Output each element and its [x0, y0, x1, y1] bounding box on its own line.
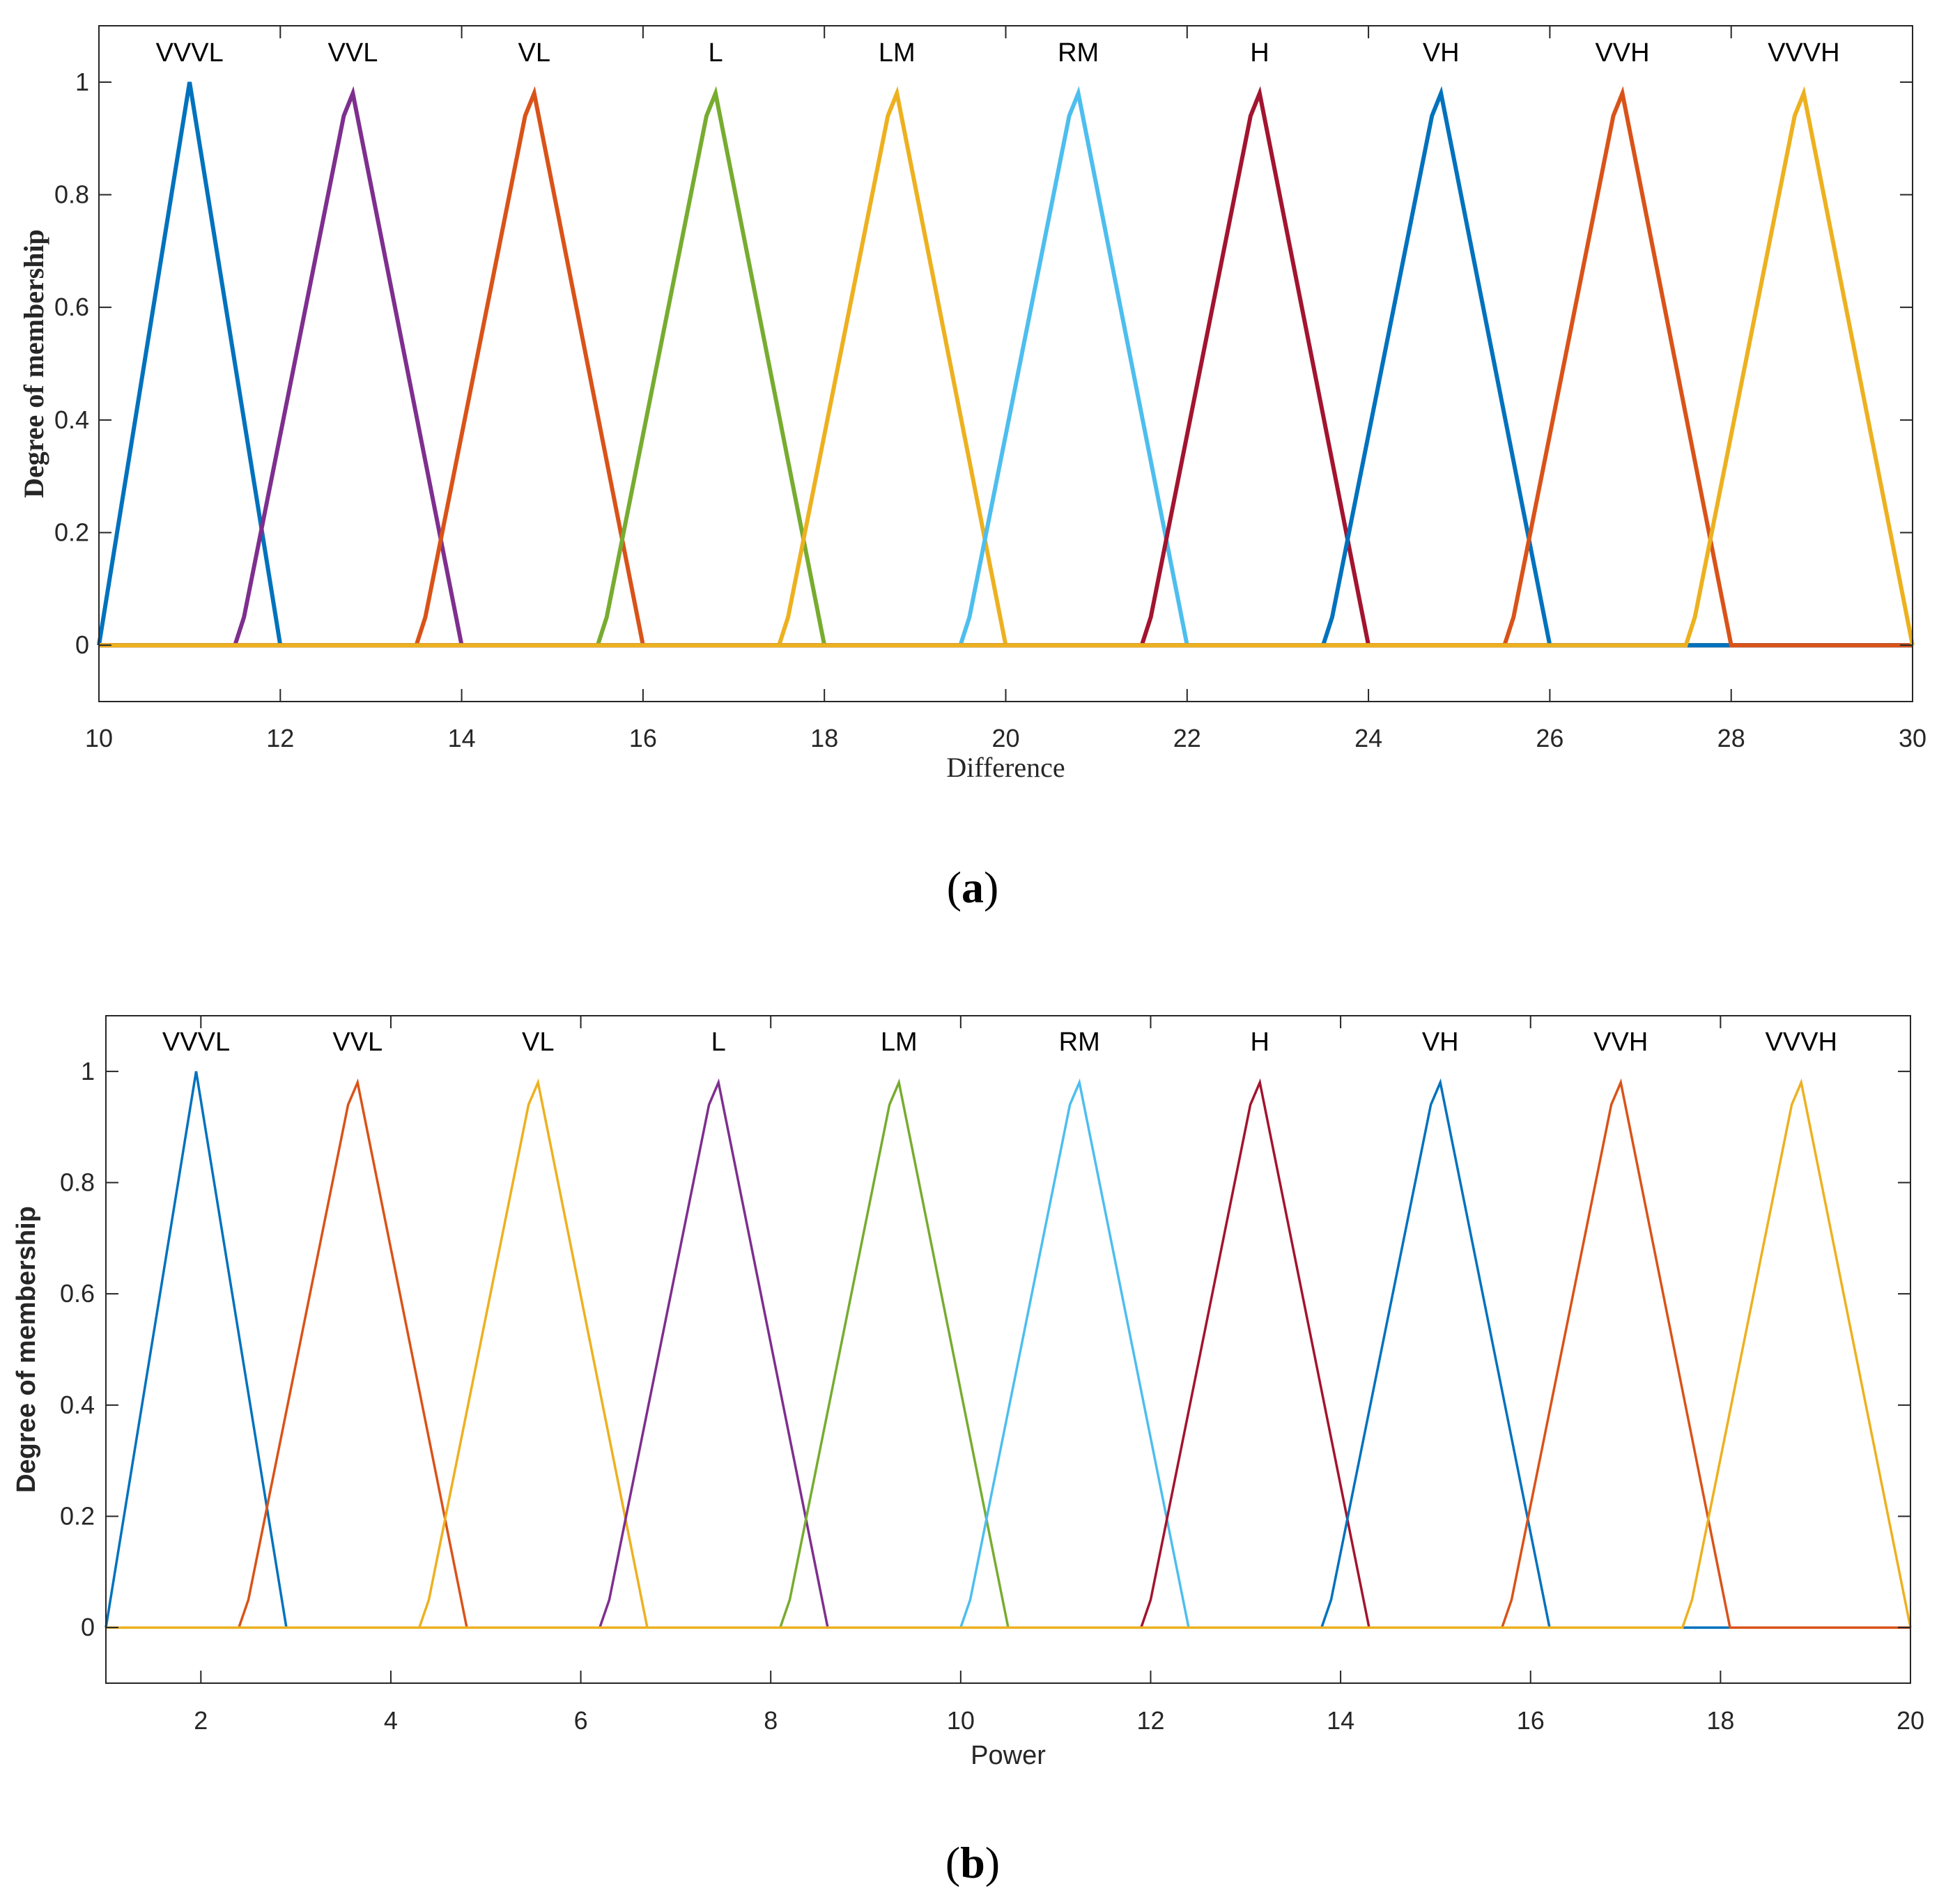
y-tick-label: 0.8: [60, 1168, 95, 1197]
y-tick-label: 0.8: [54, 180, 89, 209]
mf-label-vh: VH: [1423, 38, 1460, 68]
series-line-vvvh: [106, 1078, 1912, 1629]
x-tick-label: 20: [991, 724, 1019, 752]
mf-label-vh: VH: [1422, 1028, 1459, 1057]
x-axis-label: Difference: [946, 752, 1065, 783]
x-tick-label: 16: [629, 724, 657, 752]
x-tick-label: 20: [1897, 1706, 1924, 1735]
series-line-vvvh: [99, 86, 1915, 648]
panel-label: (a): [947, 862, 999, 912]
x-tick-label: 12: [266, 724, 294, 752]
series-line-vvl: [106, 1078, 1910, 1629]
series-line-h: [106, 1078, 1910, 1629]
panel-b-chart: 2 4 6 8 10 12 14 16 18 20 0 0.2 0.4 0.6 0.8 1 VVVL VVL VL L…: [12, 1015, 1924, 1887]
x-tick-label: 26: [1536, 724, 1563, 752]
y-tick-label: 0: [75, 630, 89, 659]
y-tick-label: 0.6: [54, 293, 89, 321]
mf-label-rm: RM: [1058, 38, 1099, 68]
x-tick-label: 10: [947, 1706, 975, 1735]
mf-label-vvvh: VVVH: [1768, 38, 1839, 68]
x-tick-label: 4: [384, 1706, 398, 1735]
mf-label-h: H: [1251, 1028, 1269, 1057]
x-tick-label: 8: [764, 1706, 778, 1735]
x-tick-label: 18: [810, 724, 838, 752]
axes-frame: [98, 25, 1913, 702]
y-tick-label: 0.2: [60, 1502, 95, 1531]
series-line-vh: [106, 1078, 1910, 1629]
x-tick-label: 24: [1354, 724, 1382, 752]
x-tick-label: 22: [1173, 724, 1201, 752]
mf-label-vvvh: VVVH: [1765, 1028, 1837, 1057]
mf-label-vvl: VVL: [332, 1028, 383, 1057]
y-axis-label: Degree of membership: [18, 229, 49, 498]
panel-label: (b): [945, 1838, 1000, 1887]
series-line-l: [106, 1078, 1910, 1629]
x-tick-label: 6: [574, 1706, 588, 1735]
mf-label-l: L: [708, 38, 723, 68]
mf-label-h: H: [1250, 38, 1269, 68]
series-line-vvvl: [105, 1071, 1910, 1629]
panel-a-chart: 10 12 14 16 18 20 22 24 26 28 30 0 0.2 0.4 0.6 0.8 1 VVVL…: [18, 25, 1926, 912]
mf-label-lm: LM: [881, 1028, 918, 1057]
series-line-vvh: [106, 1078, 1910, 1629]
series-line-lm: [106, 1078, 1910, 1629]
mf-label-vvh: VVH: [1593, 1028, 1648, 1057]
mf-label-vvl: VVL: [328, 38, 378, 68]
x-tick-label: 30: [1899, 724, 1926, 752]
mf-label-vvvl: VVVL: [162, 1028, 230, 1057]
y-tick-label: 0.4: [54, 405, 89, 434]
y-tick-label: 0.4: [60, 1391, 95, 1419]
y-axis-label: Degree of membership: [12, 1206, 41, 1493]
x-tick-label: 2: [194, 1706, 208, 1735]
x-tick-label: 14: [1327, 1706, 1354, 1735]
x-tick-label: 14: [448, 724, 476, 752]
x-tick-label: 12: [1136, 1706, 1164, 1735]
x-axis-label: Power: [971, 1741, 1046, 1770]
mf-label-vvh: VVH: [1595, 38, 1649, 68]
mf-label-vl: VL: [522, 1028, 554, 1057]
mf-label-vl: VL: [518, 38, 550, 68]
y-tick-label: 0.6: [60, 1279, 95, 1308]
y-tick-label: 1: [81, 1057, 95, 1085]
x-tick-label: 10: [85, 724, 113, 752]
mf-label-vvvl: VVVL: [156, 38, 224, 68]
series-line-vvvl: [97, 82, 1913, 648]
mf-label-lm: LM: [879, 38, 916, 68]
y-tick-label: 0: [81, 1613, 95, 1641]
y-tick-label: 0.2: [54, 518, 89, 547]
x-tick-label: 16: [1517, 1706, 1545, 1735]
axes-frame: [105, 1015, 1911, 1684]
x-tick-label: 28: [1717, 724, 1745, 752]
series-line-rm: [106, 1078, 1910, 1629]
y-tick-label: 1: [75, 68, 89, 96]
mf-label-l: L: [711, 1028, 726, 1057]
x-tick-label: 18: [1706, 1706, 1734, 1735]
mf-label-rm: RM: [1059, 1028, 1100, 1057]
series-line-vl: [106, 1078, 1910, 1629]
